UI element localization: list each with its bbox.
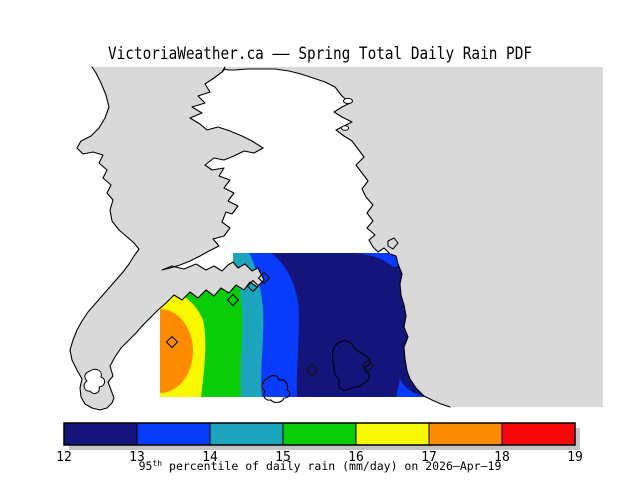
colorbar: 12 13 14 15 16 17 18 19 — [56, 422, 583, 465]
colorbar-tick-15: 15 — [275, 450, 291, 465]
island-outline-large — [331, 340, 371, 391]
colorbar-segment-17-18 — [428, 422, 503, 446]
station-markers — [165, 271, 375, 377]
station-diamond-2 — [226, 293, 240, 307]
colorbar-tick-17: 17 — [421, 450, 437, 465]
band-17-18 — [160, 309, 193, 393]
station-diamond-5 — [305, 363, 319, 377]
island-outline-small — [261, 375, 291, 403]
colorbar-tick-18: 18 — [494, 450, 510, 465]
colorbar-segment-13-14 — [136, 422, 211, 446]
colorbar-segment-16-17 — [355, 422, 430, 446]
colorbar-segment-18-19 — [501, 422, 576, 446]
caption-superscript: th — [152, 459, 162, 468]
colorbar-segments — [63, 422, 576, 446]
band-13-14-coastal-north — [356, 253, 407, 267]
colorbar-frame — [63, 422, 576, 446]
station-diamond-3 — [246, 279, 260, 293]
channel-islet-north — [343, 97, 353, 105]
colorbar-segment-14-15 — [209, 422, 284, 446]
islet-north-of-strait — [387, 237, 399, 250]
station-diamond-1 — [165, 335, 179, 349]
sooke-inlet — [83, 368, 106, 395]
colorbar-tick-16: 16 — [348, 450, 364, 465]
land-vancouver-island — [70, 67, 264, 410]
colorbar-tick-13: 13 — [129, 450, 145, 465]
colorbar-segment-12-13 — [63, 422, 138, 446]
station-diamond-6 — [361, 359, 375, 373]
colorbar-caption: 95th percentile of daily rain (mm/day) o… — [139, 459, 502, 473]
land-mainland-east — [225, 67, 603, 407]
page-title: VictoriaWeather.ca —— Spring Total Daily… — [108, 44, 532, 64]
colorbar-tick-19: 19 — [567, 450, 583, 465]
colorbar-tick-labels: 12 13 14 15 16 17 18 19 — [56, 450, 583, 465]
caption-rest: percentile of daily rain (mm/day) on 202… — [162, 459, 501, 473]
coastline-east — [221, 68, 451, 408]
colorbar-segment-15-16 — [282, 422, 357, 446]
colorbar-tick-12: 12 — [56, 450, 72, 465]
band-13-14-coastal-south — [396, 379, 428, 397]
station-diamond-4 — [257, 271, 271, 285]
coastline-west — [69, 66, 265, 411]
caption-base: 95 — [139, 459, 153, 473]
colorbar-tick-14: 14 — [202, 450, 218, 465]
channel-islet-south — [340, 125, 350, 131]
